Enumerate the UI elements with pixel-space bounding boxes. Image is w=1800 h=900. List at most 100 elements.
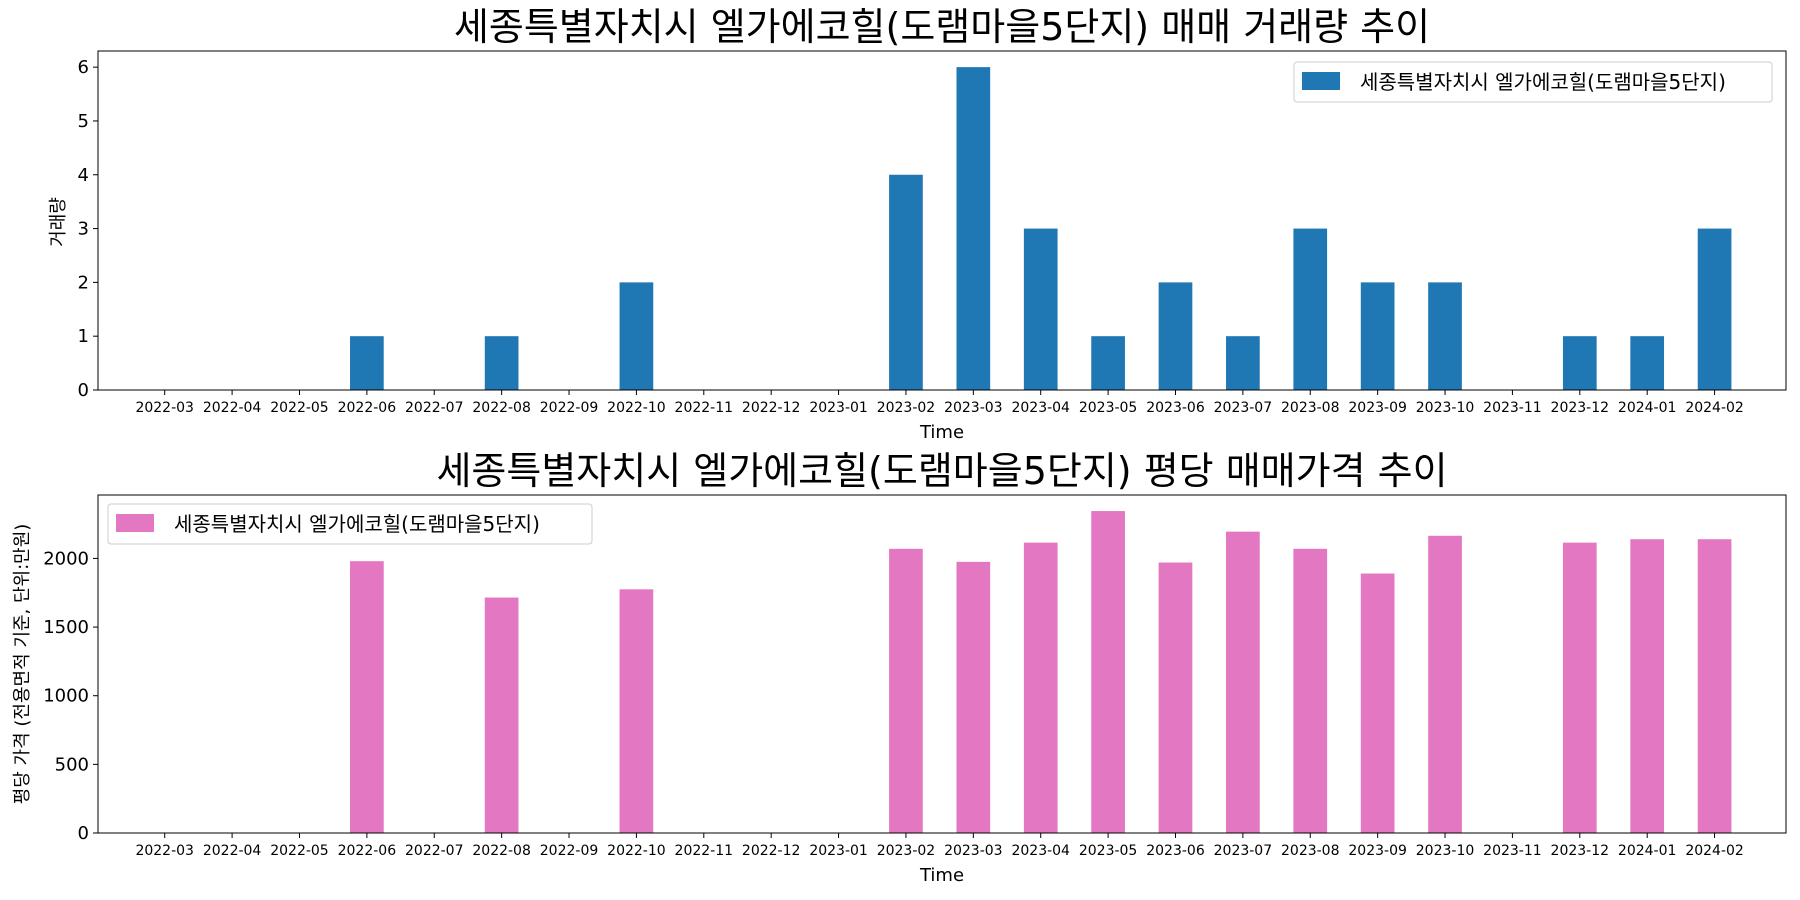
bar-2023-05 <box>1091 336 1125 390</box>
legend-swatch <box>1302 72 1340 90</box>
x-tick-label: 2023-10 <box>1416 400 1475 416</box>
x-tick-label: 2024-01 <box>1618 843 1677 859</box>
x-tick-label: 2023-01 <box>809 843 868 859</box>
x-tick-label: 2022-04 <box>203 843 262 859</box>
y-tick-label: 2 <box>78 272 89 293</box>
bar-2022-08 <box>484 336 519 390</box>
bar-2022-10 <box>619 589 654 833</box>
bar-2023-09 <box>1360 282 1395 390</box>
bar-2023-10 <box>1428 282 1462 390</box>
bar-2023-10 <box>1428 535 1462 833</box>
x-tick-label: 2022-06 <box>338 400 397 416</box>
x-axis-label: Time <box>919 865 964 886</box>
x-tick-label: 2023-12 <box>1551 400 1610 416</box>
y-tick-label: 4 <box>78 165 89 186</box>
x-tick-label: 2022-07 <box>405 400 464 416</box>
plot-area-frame <box>97 50 1787 391</box>
y-tick-label: 5 <box>78 111 89 132</box>
bar-2023-08 <box>1293 548 1328 833</box>
bar-2023-05 <box>1091 511 1125 833</box>
x-tick-label: 2022-03 <box>135 400 194 416</box>
chart-price-per-pyeong: 세종특별자치시 엘가에코힐(도램마을5단지) 평당 매매가격 추이 0 500 10… <box>12 449 1787 886</box>
bar-2024-01 <box>1630 539 1665 833</box>
chart-title: 세종특별자치시 엘가에코힐(도램마을5단지) 평당 매매가격 추이 <box>436 449 1447 493</box>
y-tick-label: 2000 <box>43 548 89 569</box>
x-tick-label: 2023-09 <box>1348 843 1407 859</box>
x-tick-label: 2024-02 <box>1685 843 1744 859</box>
bar-2023-07 <box>1226 336 1260 390</box>
x-tick-label: 2024-02 <box>1685 400 1744 416</box>
x-tick-label: 2023-08 <box>1281 400 1340 416</box>
bar-2023-07 <box>1226 531 1260 833</box>
x-tick-label: 2022-08 <box>472 400 531 416</box>
y-tick-label: 500 <box>55 754 89 775</box>
y-tick-label: 0 <box>78 380 89 401</box>
x-tick-label: 2022-11 <box>675 843 734 859</box>
x-tick-label: 2023-02 <box>877 843 936 859</box>
x-tick-label: 2023-01 <box>809 400 868 416</box>
y-axis-label: 거래량 <box>48 197 69 247</box>
x-tick-label: 2023-07 <box>1214 843 1273 859</box>
x-tick-label: 2023-12 <box>1551 843 1610 859</box>
x-tick-label: 2022-03 <box>135 843 194 859</box>
x-tick-label: 2022-10 <box>607 400 666 416</box>
legend-frame <box>107 503 593 545</box>
bar-2023-04 <box>1023 228 1058 390</box>
bar-2023-09 <box>1360 573 1395 833</box>
x-tick-label: 2023-07 <box>1214 400 1273 416</box>
x-tick-label: 2023-04 <box>1011 400 1070 416</box>
x-tick-label: 2023-03 <box>944 843 1003 859</box>
y-tick-label: 3 <box>78 219 89 240</box>
x-tick-label: 2022-09 <box>540 843 599 859</box>
y-tick-label: 0 <box>78 823 89 844</box>
x-tick-label: 2022-08 <box>472 843 531 859</box>
bar-2024-02 <box>1697 228 1732 390</box>
x-tick-label: 2023-08 <box>1281 843 1340 859</box>
y-tick-label: 1000 <box>43 686 89 707</box>
x-tick-label: 2022-05 <box>270 400 329 416</box>
bar-2024-01 <box>1630 336 1665 390</box>
chart-title: 세종특별자치시 엘가에코힐(도램마을5단지) 매매 거래량 추이 <box>454 5 1430 49</box>
x-tick-label: 2023-03 <box>944 400 1003 416</box>
bar-2023-12 <box>1562 542 1597 833</box>
bar-2022-08 <box>484 597 519 833</box>
legend: 세종특별자치시 엘가에코힐(도램마을5단지) <box>1293 61 1773 103</box>
x-tick-label: 2024-01 <box>1618 400 1677 416</box>
legend-label: 세종특별자치시 엘가에코힐(도램마을5단지) <box>174 512 540 536</box>
x-tick-label: 2023-02 <box>877 400 936 416</box>
bar-2022-10 <box>619 282 654 390</box>
bar-series-group <box>350 511 1732 833</box>
bar-2023-02 <box>889 548 923 833</box>
x-tick-label: 2023-06 <box>1146 843 1205 859</box>
x-tick-label: 2022-06 <box>338 843 397 859</box>
x-tick-label: 2023-11 <box>1483 843 1542 859</box>
y-axis-ticks: 0 500 1000 1500 2000 <box>43 548 98 844</box>
bar-2023-02 <box>889 174 923 390</box>
x-tick-label: 2023-11 <box>1483 400 1542 416</box>
x-tick-label: 2022-10 <box>607 843 666 859</box>
bar-2024-02 <box>1697 539 1732 833</box>
plot-area-frame <box>97 494 1787 834</box>
x-axis-label: Time <box>919 422 964 443</box>
x-tick-label: 2022-12 <box>742 843 801 859</box>
bar-2023-03 <box>956 561 991 833</box>
bar-2023-06 <box>1158 562 1193 833</box>
x-tick-label: 2022-05 <box>270 843 329 859</box>
x-tick-label: 2022-07 <box>405 843 464 859</box>
x-tick-label: 2023-04 <box>1011 843 1070 859</box>
x-tick-label: 2023-09 <box>1348 400 1407 416</box>
legend-swatch <box>116 514 154 532</box>
x-tick-label: 2022-11 <box>675 400 734 416</box>
legend-frame <box>1293 61 1773 103</box>
y-axis-label: 평당 가격 (전용면적 기준, 단위:만원) <box>12 524 33 805</box>
x-tick-label: 2022-04 <box>203 400 262 416</box>
bar-2023-08 <box>1293 228 1328 390</box>
legend: 세종특별자치시 엘가에코힐(도램마을5단지) <box>107 503 593 545</box>
x-axis-ticks: 2022-03 2022-04 2022-05 2022-06 2022-07 2022-… <box>135 390 1744 416</box>
bar-2023-03 <box>956 67 991 390</box>
x-tick-label: 2023-05 <box>1079 843 1138 859</box>
y-tick-label: 1500 <box>43 617 89 638</box>
x-tick-label: 2023-10 <box>1416 843 1475 859</box>
x-tick-label: 2023-06 <box>1146 400 1205 416</box>
